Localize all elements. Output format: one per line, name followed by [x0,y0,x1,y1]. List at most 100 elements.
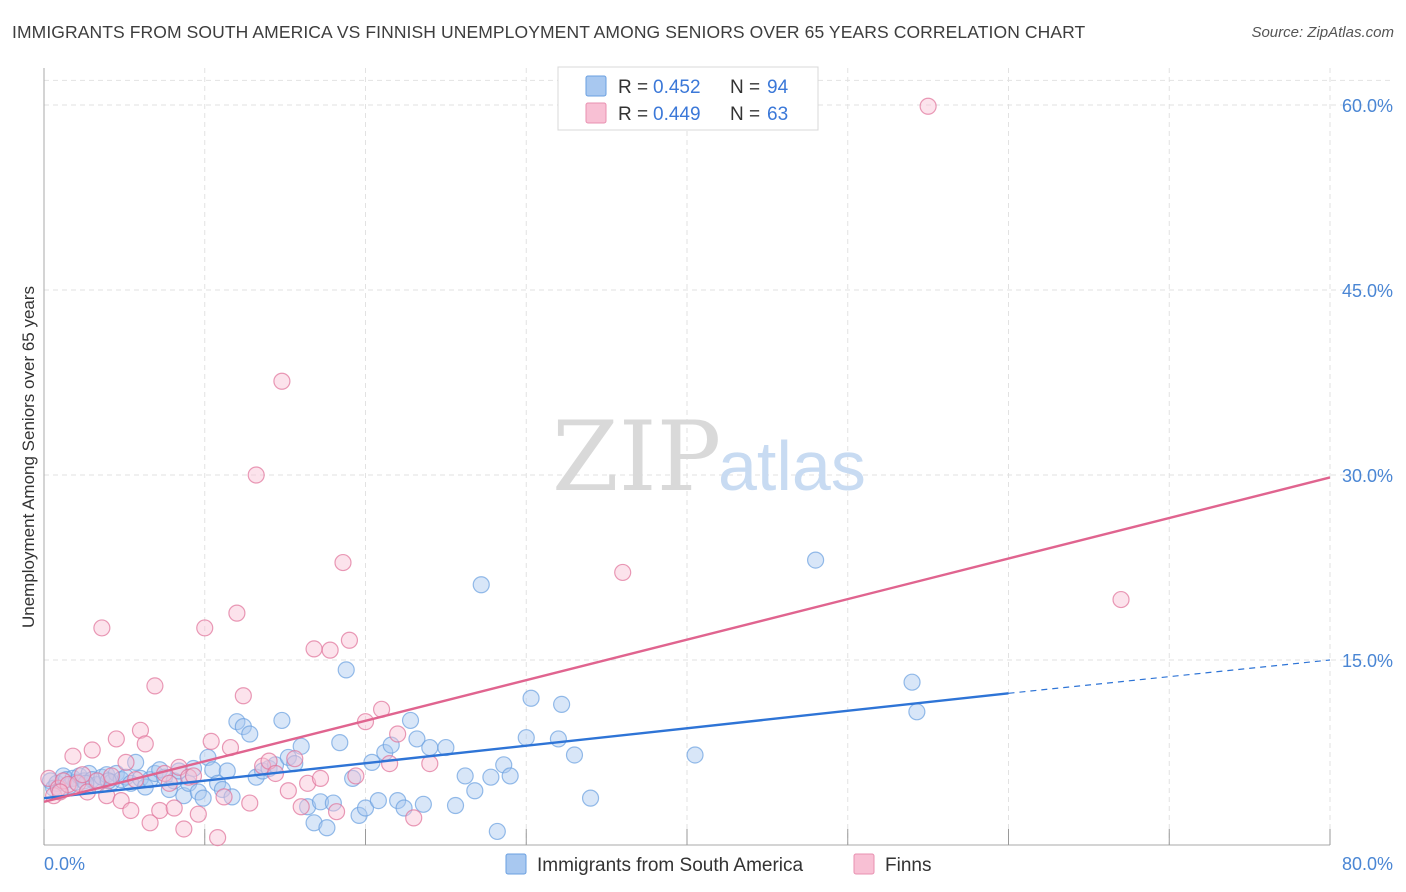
legend-n-label: N = [730,77,760,98]
finns-point-38 [234,687,252,705]
x-tick-label-1: 80.0% [1342,854,1393,874]
finns-point-49 [305,640,323,658]
finns-point-6 [69,774,87,792]
immigrants-point-83 [522,689,540,707]
immigrants-point-56 [318,819,336,837]
bottom-legend: Immigrants from South America Finns [505,853,931,876]
immigrants-point-35 [194,789,212,807]
finns-point-35 [215,788,233,806]
finns-point-59 [389,725,407,743]
immigrants-point-62 [356,799,375,817]
finns-point-55 [347,767,365,785]
immigrants-point-58 [331,734,349,752]
finns-point-7 [73,766,92,784]
finns-point-52 [327,803,346,821]
finns-point-50 [311,769,330,788]
legend-swatch-finns [585,102,607,124]
legend-r-label: R = [618,77,648,98]
x-tick-label-0: 0.0% [44,854,85,874]
finns-point-61 [614,563,632,582]
bottom-legend-swatch-finns [853,853,875,875]
finns-point-19 [131,721,150,739]
immigrants-point-72 [421,738,439,757]
finns-point-22 [146,677,164,695]
bottom-legend-label-finns: Finns [885,855,931,876]
finns-point-16 [117,753,135,771]
immigrants-point-75 [456,767,474,785]
finns-point-26 [165,799,183,817]
finns-point-20 [136,735,154,753]
immigrants-point-59 [337,661,355,679]
watermark-zip: ZIP [552,401,721,513]
chart-title: IMMIGRANTS FROM SOUTH AMERICA VS FINNISH… [12,22,1086,42]
finns-point-13 [102,767,121,785]
y-tick-label-2: 45.0% [1342,281,1393,301]
immigrants-point-74 [446,796,465,815]
bottom-legend-label-immigrants: Immigrants from South America [537,855,804,876]
immigrants-point-64 [369,791,387,810]
finns-point-5 [64,747,82,765]
finns-point-21 [141,814,159,832]
legend-n-value-finns: 63 [767,104,788,125]
y-tick-label-3: 60.0% [1342,96,1393,116]
immigrants-point-53 [299,798,317,816]
x-tick-labels: 0.0% 80.0% [44,854,1393,874]
immigrants-point-54 [305,814,323,832]
y-tick-labels: 15.0% 30.0% 45.0% 60.0% [1342,96,1393,671]
legend-r-value-immigrants: 0.452 [653,77,701,98]
immigrants-point-60 [344,769,362,788]
legend-swatch-immigrants [585,75,607,97]
finns-point-51 [321,641,339,659]
finns-point-37 [228,604,246,622]
immigrants-point-85 [553,695,571,714]
bottom-legend-swatch-immigrants [505,853,527,875]
immigrants-point-44 [241,725,259,743]
finns-point-58 [381,754,399,773]
finns-point-14 [107,730,125,748]
immigrants-point-49 [273,711,291,730]
y-tick-label-0: 15.0% [1342,651,1393,671]
trend-line-finns [43,476,1331,803]
finns-point-34 [209,828,227,847]
finns-point-46 [286,750,304,768]
immigrants-point-37 [204,761,222,779]
immigrants-point-82 [517,729,535,747]
series-immigrants-points [41,551,926,841]
immigrants-point-87 [581,789,600,807]
immigrants-point-50 [279,748,297,767]
immigrants-point-81 [501,767,519,785]
finns-point-23 [151,801,169,820]
y-axis-label: Unemployment Among Seniors over 65 years [19,286,38,628]
legend-r-value-finns: 0.449 [653,104,701,125]
finns-point-33 [202,732,220,751]
finns-point-53 [334,553,352,572]
immigrants-point-55 [311,793,330,811]
finns-point-11 [93,619,111,637]
immigrants-point-78 [482,768,500,786]
finns-point-63 [919,97,937,115]
trend-lines [43,476,1331,803]
legend-r-label: R = [618,104,648,125]
finns-point-45 [279,782,297,800]
legend: R = 0.452 N = 94 R = 0.449 N = 63 [557,66,819,131]
immigrants-point-89 [806,551,825,569]
immigrants-point-76 [466,782,484,800]
finns-point-32 [196,619,214,637]
immigrants-point-71 [414,795,432,813]
chart-source: Source: ZipAtlas.com [1251,24,1394,41]
finns-point-9 [83,741,101,759]
immigrants-point-69 [401,711,420,730]
finns-point-17 [122,801,140,820]
immigrants-point-70 [408,730,426,748]
finns-point-60 [405,809,423,827]
immigrants-point-86 [565,746,584,764]
finns-point-31 [189,805,207,823]
finns-point-40 [247,466,265,484]
trend-line-immigrants [43,692,1009,800]
legend-n-label: N = [730,104,760,125]
finns-point-39 [241,794,259,812]
finns-point-30 [184,767,203,785]
finns-point-54 [340,631,359,649]
immigrants-point-90 [903,673,921,691]
